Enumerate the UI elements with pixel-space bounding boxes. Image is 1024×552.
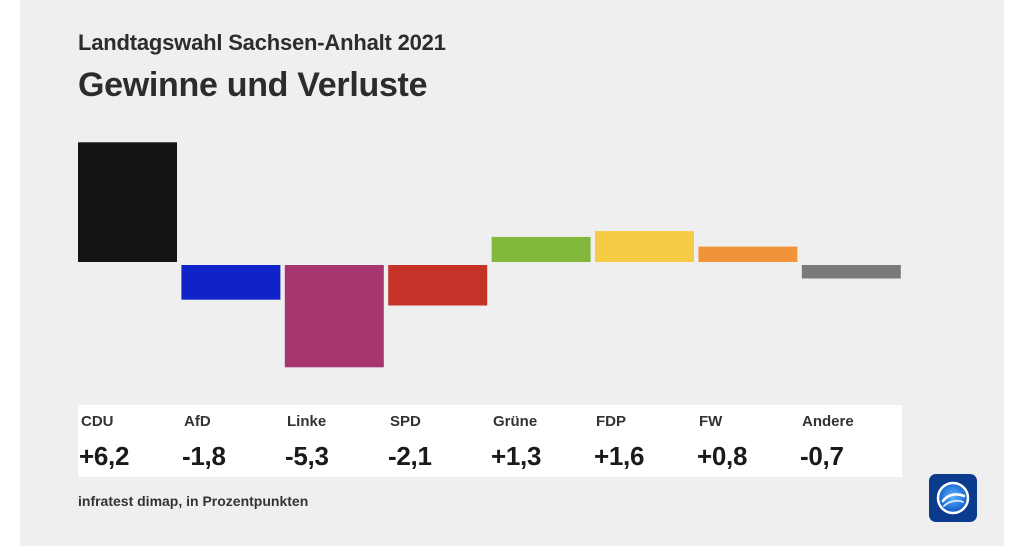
bar-fdp [595, 231, 694, 262]
party-value: -2,1 [388, 441, 432, 471]
bar-spd [388, 265, 488, 306]
party-column-cdu: CDU +6,2 [78, 405, 181, 477]
party-label: Andere [802, 413, 854, 430]
party-value: +1,6 [594, 441, 645, 471]
party-label: AfD [184, 413, 211, 430]
bar-afd [181, 265, 281, 300]
bar-fw [698, 246, 798, 262]
party-value: -5,3 [285, 441, 329, 471]
party-column-gruene: Grüne +1,3 [490, 405, 593, 477]
party-value: +1,3 [491, 441, 542, 471]
party-label: CDU [81, 413, 114, 430]
party-column-fw: FW +0,8 [696, 405, 799, 477]
bar-gruene [491, 236, 591, 262]
party-label: Linke [287, 413, 327, 430]
party-column-fdp: FDP +1,6 [593, 405, 696, 477]
bar-andere [801, 265, 901, 279]
bar-cdu [78, 142, 177, 262]
party-label: Grüne [493, 413, 538, 430]
party-label: SPD [390, 413, 421, 430]
bar-linke [284, 265, 384, 368]
party-column-linke: Linke -5,3 [284, 405, 387, 477]
party-column-spd: SPD -2,1 [387, 405, 490, 477]
chart-subtitle: Landtagswahl Sachsen-Anhalt 2021 [78, 30, 446, 55]
party-value: -1,8 [182, 441, 226, 471]
party-value: -0,7 [800, 441, 844, 471]
party-column-afd: AfD -1,8 [181, 405, 284, 477]
party-label: FW [699, 413, 723, 430]
chart-title: Gewinne und Verluste [78, 66, 428, 104]
party-label: FDP [596, 413, 626, 430]
ard-tagesschau-logo-icon [929, 474, 977, 522]
party-value: +0,8 [697, 441, 748, 471]
party-value: +6,2 [79, 441, 130, 471]
party-labels-panel: CDU +6,2 AfD -1,8 Linke -5,3 SPD -2,1 Gr… [78, 405, 902, 477]
party-column-andere: Andere -0,7 [799, 405, 902, 477]
source-note: infratest dimap, in Prozentpunkten [78, 493, 309, 509]
